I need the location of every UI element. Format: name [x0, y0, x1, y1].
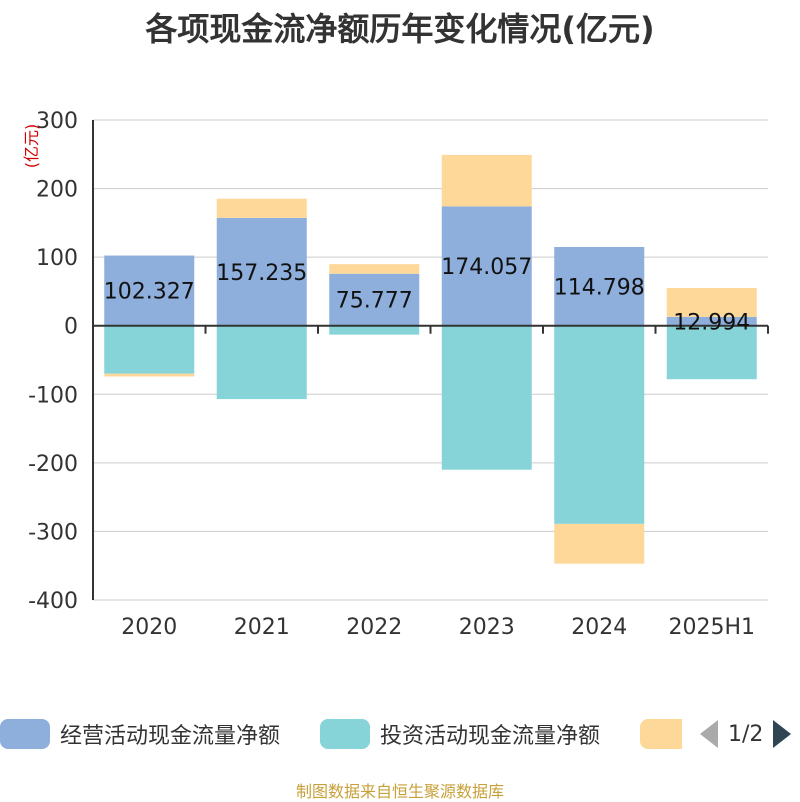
bar-segment-s1: [441, 325, 532, 470]
data-label: 75.777: [336, 289, 413, 314]
y-tick-label: 0: [64, 315, 78, 340]
bar-segment-s0: [441, 206, 532, 326]
stacked-bar-chart: 300 200 100 0 -100 -200 -300 -400 (亿元) 102.327 157…: [22, 109, 769, 640]
legend-item-investing[interactable]: 投资活动现金流量净额: [320, 716, 600, 752]
x-tick-label: 2022: [346, 615, 402, 640]
legend-swatch: [640, 719, 682, 749]
bar-segment-s0: [104, 255, 195, 326]
next-page-icon[interactable]: [773, 720, 792, 748]
bar-segment-s1: [104, 325, 195, 374]
y-axis-title: (亿元): [22, 124, 41, 169]
legend-label: 经营活动现金流量净额: [60, 724, 281, 749]
page-indicator: 1/2: [728, 721, 764, 747]
bar-segment-s2: [441, 154, 532, 207]
legend-pager: 1/2: [700, 716, 792, 752]
bar-segment-s0: [554, 246, 645, 326]
data-label: 174.057: [441, 255, 532, 280]
x-tick-label: 2021: [234, 615, 290, 640]
bar-segment-s1: [666, 325, 757, 380]
bar-segment-s2: [554, 523, 645, 564]
y-tick-label: -400: [28, 589, 78, 614]
x-tick-label: 2024: [571, 615, 627, 640]
source-footer: 制图数据来自恒生聚源数据库: [295, 782, 504, 801]
bar-segment-s2: [329, 264, 420, 274]
legend-item-operating[interactable]: 经营活动现金流量净额: [0, 716, 280, 752]
legend-swatch: [320, 719, 370, 749]
bar-segment-s0: [216, 217, 307, 326]
y-tick-label: 100: [36, 246, 78, 271]
y-tick-label: -100: [28, 383, 78, 408]
x-tick-label: 2020: [121, 615, 177, 640]
bar-segment-s2: [216, 198, 307, 218]
bar-segment-s2: [104, 373, 195, 377]
data-label: 12.994: [673, 310, 750, 335]
legend-swatch: [0, 719, 50, 749]
legend-item-financing[interactable]: [640, 716, 682, 752]
y-tick-label: -200: [28, 452, 78, 477]
x-tick-label: 2023: [459, 615, 515, 640]
bar-segment-s0: [329, 273, 420, 326]
bar-segment-s1: [554, 325, 645, 524]
chart-title: 各项现金流净额历年变化情况(亿元): [145, 10, 655, 48]
y-tick-label: 200: [36, 178, 78, 203]
data-label: 102.327: [104, 280, 195, 305]
prev-page-icon[interactable]: [700, 720, 718, 748]
y-tick-label: 300: [36, 109, 78, 134]
data-label: 157.235: [216, 261, 307, 286]
data-label: 114.798: [554, 275, 645, 300]
y-tick-label: -300: [28, 520, 78, 545]
legend: 经营活动现金流量净额 投资活动现金流量净额: [0, 716, 800, 752]
bar-segment-s0: [666, 316, 757, 326]
x-tick-label: 2025H1: [668, 615, 755, 640]
bar-segment-s2: [666, 288, 757, 317]
bar-segment-s1: [329, 325, 420, 335]
bar-segment-s1: [216, 325, 307, 400]
legend-label: 投资活动现金流量净额: [380, 724, 601, 749]
